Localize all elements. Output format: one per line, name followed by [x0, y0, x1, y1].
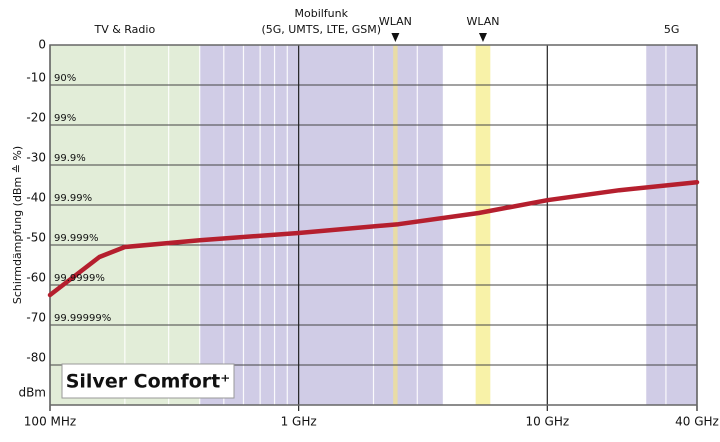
legend-box: [61, 363, 235, 399]
band-marker: [478, 33, 487, 42]
x-tick-label: 10 GHz: [525, 415, 569, 429]
y-tick-label: -60: [26, 271, 46, 285]
plot-frame: [49, 44, 698, 406]
y-axis-label: Schirmdämpfung (dBm ≙ %): [11, 146, 24, 304]
y-unit: dBm: [18, 386, 46, 400]
percent-label: 99.99999%: [54, 313, 111, 324]
frequency-band: [646, 45, 697, 405]
y-tick-label: -20: [26, 111, 46, 125]
y-tick-label: -40: [26, 191, 46, 205]
band-label: WLAN: [466, 15, 499, 28]
percent-label: 90%: [54, 73, 76, 84]
x-tick-label: 100 MHz: [24, 415, 76, 429]
band-label: WLAN: [379, 15, 412, 28]
x-tick-label: 1 GHz: [281, 415, 317, 429]
y-tick-label: -30: [26, 151, 46, 165]
percent-label: 99.9%: [54, 153, 86, 164]
frequency-band: [475, 45, 491, 405]
y-tick-label: 0: [38, 38, 46, 52]
y-tick-label: -70: [26, 311, 46, 325]
data-line: [47, 179, 700, 298]
percent-label: 99%: [54, 113, 76, 124]
percent-label: 99.9999%: [54, 273, 105, 284]
band-label: (5G, UMTS, LTE, GSM): [261, 23, 381, 36]
band-marker: [391, 33, 400, 42]
percent-label: 99.999%: [54, 233, 99, 244]
percent-label: 99.99%: [54, 193, 92, 204]
band-label: Mobilfunk: [294, 7, 348, 20]
x-tick-label: 40 GHz: [675, 415, 719, 429]
y-tick-label: -50: [26, 231, 46, 245]
band-label: 5G: [664, 23, 680, 36]
y-tick-label: -10: [26, 71, 46, 85]
legend-entry: Silver Comfort⁺: [66, 371, 231, 393]
band-label: TV & Radio: [93, 23, 155, 36]
y-tick-label: -80: [26, 351, 46, 365]
